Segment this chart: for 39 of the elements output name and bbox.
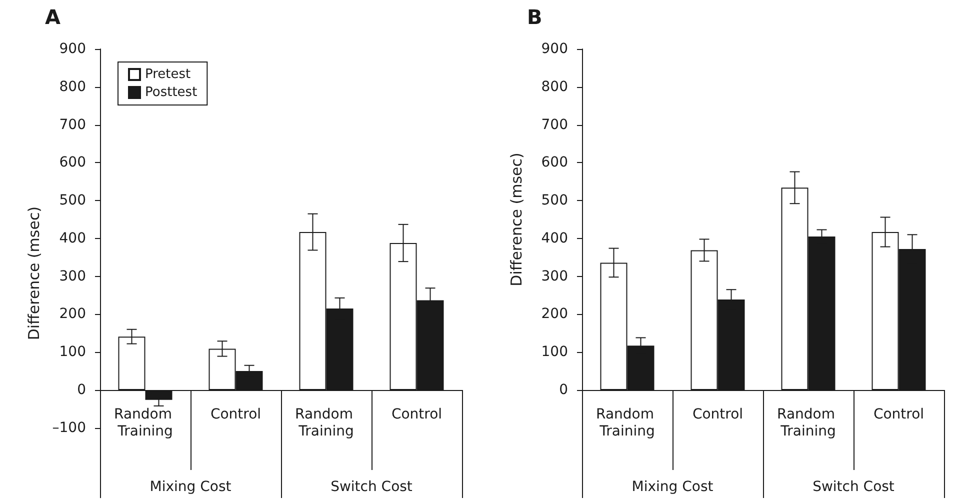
y-tick-label: 200 (59, 306, 86, 322)
annotation: Mixing Cost (150, 479, 232, 495)
text: Mixing Cost (632, 479, 714, 495)
text: Switch Cost (812, 479, 895, 495)
y-tick-label: 100 (59, 344, 86, 360)
y-tick-label: 800 (59, 78, 86, 95)
x-tick-label: Control (873, 406, 924, 422)
x-tick-label: Random Training (114, 406, 176, 440)
annotation: Switch Cost (330, 479, 413, 495)
y-tick-label: 100 (541, 344, 568, 360)
y-tick-label: 500 (541, 192, 568, 209)
y-tick-label: 700 (59, 116, 86, 133)
x-tick-label: Random Training (777, 406, 840, 440)
y-tick-label: 200 (541, 306, 568, 322)
chart-title: B (527, 5, 542, 29)
legend-label: Pretest (145, 67, 191, 82)
y-tick-label: 700 (541, 116, 568, 133)
y-tick-label: 400 (59, 230, 86, 246)
x-tick-label: Control (210, 406, 262, 422)
y-tick-label: 800 (541, 78, 568, 95)
y-tick-label: 900 (541, 41, 568, 57)
y-tick-label: 400 (541, 230, 568, 246)
y-tick-label: 600 (541, 154, 568, 171)
x-tick-label: Control (692, 406, 744, 422)
y-tick-label: 500 (59, 192, 86, 209)
y-tick-label: 900 (59, 41, 86, 57)
y-tick-label: –100 (52, 420, 86, 436)
x-tick-label: Control (391, 406, 442, 422)
x-tick-label: Random Training (295, 406, 358, 440)
y-tick-label: 300 (541, 268, 568, 284)
y-axis-title: Difference (msec) (24, 206, 43, 340)
y-tick-label: 0 (77, 382, 86, 398)
chart-title: A (45, 5, 61, 29)
y-tick-label: 0 (559, 382, 568, 398)
x-tick-label: Random Training (596, 406, 658, 440)
legend-label: Posttest (145, 85, 198, 100)
y-tick-label: 300 (59, 268, 86, 284)
y-axis-title: Difference (msec) (508, 152, 526, 286)
y-tick-label: 600 (59, 154, 86, 171)
